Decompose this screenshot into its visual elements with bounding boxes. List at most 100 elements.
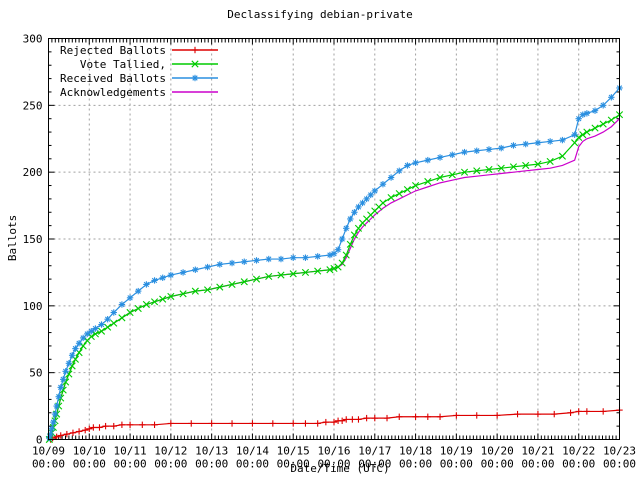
data-point-marker <box>118 301 126 308</box>
data-point-marker <box>289 270 297 278</box>
data-point-marker <box>104 323 112 331</box>
data-point-marker <box>150 298 159 306</box>
data-point-marker <box>599 102 607 109</box>
data-point-marker <box>277 255 285 263</box>
data-point-marker <box>277 271 285 279</box>
data-point-marker <box>350 231 358 239</box>
grid-lines <box>48 38 620 440</box>
data-point-marker <box>191 74 199 82</box>
data-point-marker <box>216 283 224 291</box>
data-point-marker <box>346 240 354 248</box>
data-point-marker <box>363 195 370 203</box>
x-tick-labels: 10/0900:0010/1000:0010/1100:0010/1200:00… <box>32 445 636 471</box>
data-point-marker <box>448 171 456 179</box>
legend-label-3: Acknowledgements <box>60 86 166 99</box>
x-axis-label: Date/Time (UTC) <box>290 462 389 475</box>
x-tick-label-date: 10/14 <box>236 445 269 458</box>
data-point-marker <box>473 167 481 175</box>
data-point-marker <box>50 418 57 426</box>
x-tick-label-date: 10/10 <box>73 445 106 458</box>
data-point-marker <box>47 430 54 438</box>
data-point-marker <box>424 177 432 186</box>
data-point-marker <box>338 417 346 424</box>
data-point-marker <box>510 142 517 149</box>
x-tick-label-date: 10/18 <box>399 445 432 458</box>
data-point-marker <box>79 334 87 342</box>
data-point-marker <box>265 255 272 263</box>
data-point-marker <box>367 191 374 199</box>
data-point-marker <box>55 393 62 400</box>
data-point-marker <box>591 107 599 114</box>
data-point-marker <box>551 410 558 418</box>
data-point-marker <box>607 116 615 124</box>
data-point-marker <box>387 193 395 202</box>
data-point-marker <box>90 424 97 431</box>
data-point-marker <box>57 432 64 439</box>
data-point-marker <box>342 251 350 259</box>
y-tick-label: 0 <box>36 434 43 447</box>
data-point-marker <box>355 203 362 211</box>
series-rejected-ballots <box>47 406 623 443</box>
data-point-marker <box>302 254 309 261</box>
x-tick-label-date: 10/13 <box>195 445 228 458</box>
data-point-marker <box>379 199 387 207</box>
data-point-marker <box>411 181 420 190</box>
data-point-marker <box>84 330 91 338</box>
data-point-marker <box>143 281 150 288</box>
data-point-marker <box>424 413 432 420</box>
data-point-marker <box>97 327 106 335</box>
data-point-marker <box>387 174 395 181</box>
x-tick-label-time: 00:00 <box>440 458 473 471</box>
data-point-marker <box>265 272 273 281</box>
x-tick-label-time: 00:00 <box>32 458 65 471</box>
data-point-marker <box>191 287 199 295</box>
data-point-marker <box>269 420 277 427</box>
data-point-marker <box>534 139 542 146</box>
data-point-marker <box>571 131 578 138</box>
data-point-marker <box>461 148 468 156</box>
y-axis-label: Ballots <box>6 215 19 261</box>
data-point-marker <box>436 173 444 182</box>
data-point-marker <box>203 286 212 294</box>
data-point-marker <box>559 136 566 144</box>
data-point-marker <box>599 408 607 415</box>
data-point-marker <box>371 187 378 195</box>
data-point-marker <box>497 164 505 172</box>
data-point-marker <box>63 430 71 438</box>
x-tick-label-time: 00:00 <box>481 458 514 471</box>
data-point-marker <box>583 408 591 415</box>
data-point-marker <box>460 168 469 176</box>
data-point-marker <box>371 414 378 422</box>
data-point-marker <box>191 60 199 68</box>
data-point-marker <box>449 151 456 158</box>
x-tick-label-time: 00:00 <box>195 458 228 471</box>
data-point-marker <box>65 360 73 367</box>
data-point-marker <box>485 146 493 153</box>
data-point-marker <box>118 421 126 428</box>
data-point-marker <box>396 413 403 420</box>
data-point-marker <box>522 161 530 170</box>
data-point-marker <box>314 267 322 275</box>
x-tick-label-date: 10/15 <box>277 445 310 458</box>
x-tick-label-time: 00:00 <box>277 458 310 471</box>
data-point-marker <box>179 269 187 276</box>
data-point-marker <box>98 321 105 328</box>
data-point-marker <box>240 278 248 286</box>
data-point-marker <box>493 412 501 419</box>
legend-label-1: Vote Tallied, <box>80 58 166 71</box>
data-point-marker <box>104 316 111 323</box>
data-point-marker <box>338 235 346 243</box>
data-point-marker <box>249 420 256 427</box>
data-point-marker <box>86 425 93 433</box>
data-point-marker <box>379 180 387 188</box>
legend-label-2: Received Ballots <box>60 72 166 85</box>
x-tick-label-date: 10/19 <box>440 445 473 458</box>
x-tick-label-time: 00:00 <box>562 458 595 471</box>
data-point-marker <box>88 328 95 335</box>
data-point-marker <box>363 414 370 422</box>
data-point-marker <box>53 433 60 441</box>
